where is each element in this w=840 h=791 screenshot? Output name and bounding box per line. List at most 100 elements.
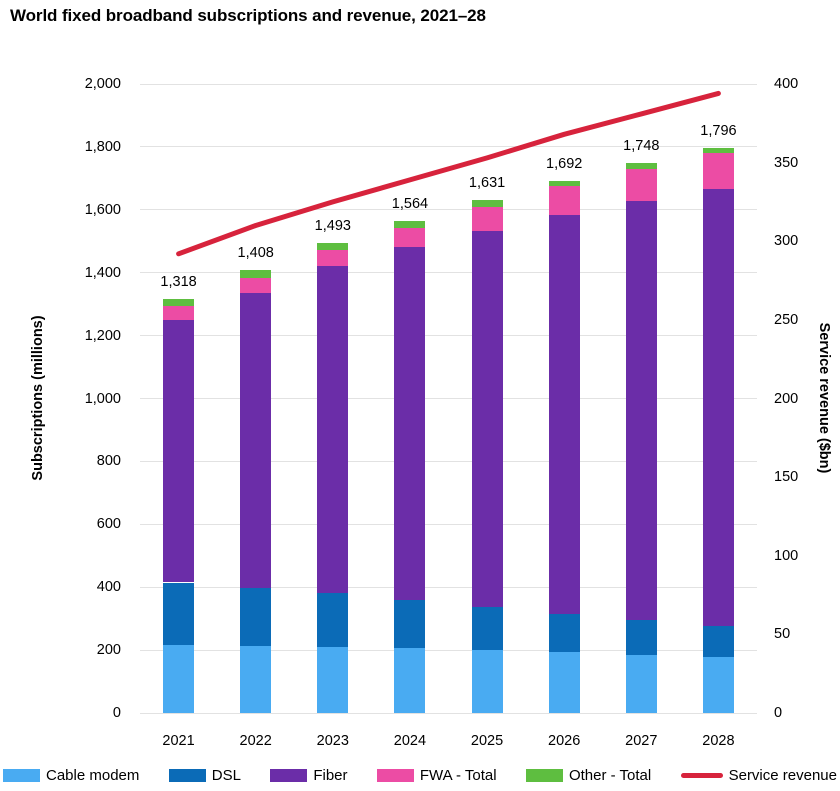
y-axis-tick-right: 300: [774, 233, 799, 250]
y-axis-tick-left: 1,000: [84, 390, 121, 407]
bar-segment-cable-modem-2022: [240, 645, 272, 713]
legend-label: Cable modem: [46, 766, 140, 784]
y-axis-tick-right: 350: [774, 154, 799, 171]
bar-segment-fiber-2024: [394, 247, 426, 601]
y-axis-tick-right: 50: [774, 626, 791, 643]
legend-swatch-cable-modem-icon: [3, 768, 40, 782]
bar-total-label: 1,318: [160, 273, 197, 290]
bar-segment-cable-modem-2023: [317, 646, 349, 713]
bar-segment-dsl-2028: [702, 626, 734, 658]
legend-swatch-fwa-total-icon: [376, 768, 414, 782]
bar-segment-fwa-total-2025: [471, 207, 503, 231]
legend-swatch-service-revenue-line-icon: [680, 772, 723, 778]
bar-segment-cable-modem-2028: [702, 657, 734, 713]
legend-swatch-dsl-icon: [168, 768, 206, 782]
bar-segment-fiber-2028: [702, 189, 734, 627]
legend-label: FWA - Total: [419, 766, 497, 784]
y-axis-tick-right: 250: [774, 311, 799, 328]
y-axis-tick-left: 200: [96, 642, 121, 659]
bar-segment-dsl-2027: [625, 620, 657, 656]
bar-segment-fwa-total-2027: [625, 168, 657, 202]
chart-title: World fixed broadband subscriptions and …: [10, 6, 486, 25]
bar-total-label: 1,493: [314, 218, 351, 235]
x-axis-label: 2023: [316, 733, 349, 749]
bar-segment-other-total-2025: [471, 200, 503, 208]
bar-segment-fiber-2026: [548, 214, 580, 614]
bar-segment-dsl-2025: [471, 607, 503, 650]
legend-item-other-total: Other - Total: [525, 767, 651, 784]
x-axis-label: 2027: [625, 733, 658, 749]
bar-segment-cable-modem-2027: [625, 655, 657, 713]
legend-swatch-fiber-icon: [270, 768, 308, 782]
bar-segment-cable-modem-2026: [548, 651, 580, 713]
x-axis-label: 2022: [239, 733, 272, 749]
grid-line: [140, 586, 757, 588]
bar-segment-fwa-total-2026: [548, 185, 580, 215]
y-axis-tick-left: 0: [112, 705, 121, 721]
grid-line: [140, 335, 757, 337]
x-axis-label: 2028: [702, 733, 735, 749]
bar-segment-dsl-2026: [548, 613, 580, 652]
bar-segment-dsl-2021: [163, 582, 195, 646]
bar-total-label: 1,748: [623, 138, 660, 155]
bar-segment-other-total-2021: [163, 298, 195, 306]
bar-segment-other-total-2028: [702, 148, 734, 154]
bar-segment-other-total-2024: [394, 221, 426, 228]
bar-segment-fiber-2025: [471, 230, 503, 608]
y-axis-tick-left: 1,200: [84, 327, 121, 344]
y-axis-tick-left: 1,800: [84, 138, 121, 155]
legend-label: Service revenue: [728, 766, 837, 784]
legend-item-fwa-total: FWA - Total: [376, 766, 497, 784]
y-axis-tick-right: 400: [774, 76, 799, 92]
plot-area: 1,318 1,408 1,493 1,564 1,631 1,692 1,748 1,796: [140, 83, 757, 714]
legend-label: Fiber: [313, 766, 348, 784]
x-axis-label: 2025: [470, 733, 504, 749]
bar-segment-dsl-2024: [394, 600, 426, 648]
bar-segment-fwa-total-2024: [394, 227, 426, 248]
y-axis-tick-right: 150: [774, 469, 799, 486]
bar-segment-fiber-2021: [163, 319, 195, 583]
y-axis-tick-left: 2,000: [84, 76, 121, 92]
x-axis-label: 2021: [162, 733, 195, 749]
bar-total-label: 1,796: [700, 123, 737, 140]
bar-segment-cable-modem-2021: [163, 645, 195, 713]
y-axis-tick-right: 200: [774, 390, 799, 407]
legend-swatch-other-total-icon: [525, 768, 563, 782]
grid-line: [140, 523, 757, 525]
bar-segment-other-total-2023: [317, 243, 349, 251]
bar-total-label: 1,692: [546, 155, 583, 172]
bar-segment-other-total-2022: [240, 270, 272, 278]
bar-segment-dsl-2022: [240, 588, 272, 646]
y-axis-tick-right: 100: [774, 547, 799, 564]
legend-item-cable-modem: Cable modem: [3, 767, 139, 784]
y-axis-tick-right: 0: [774, 705, 783, 721]
bar-segment-fiber-2022: [240, 292, 272, 589]
bar-segment-fwa-total-2022: [240, 277, 272, 293]
bar-segment-cable-modem-2025: [471, 649, 503, 713]
legend-item-fiber: Fiber: [270, 766, 348, 784]
grid-line: [140, 209, 757, 211]
bar-segment-other-total-2026: [548, 180, 580, 186]
grid-line: [140, 272, 757, 274]
bar-segment-other-total-2027: [625, 163, 657, 169]
y-axis-tick-left: 1,400: [84, 264, 121, 281]
y-axis-tick-left: 1,600: [84, 201, 121, 218]
y-axis-tick-left: 400: [96, 579, 121, 596]
legend-label: DSL: [211, 766, 241, 784]
legend: Cable modem DSL Fiber FWA - Total Other - To…: [0, 764, 840, 786]
bar-segment-fwa-total-2021: [163, 305, 195, 320]
legend-item-service-revenue: Service revenue: [680, 766, 837, 784]
bar-segment-cable-modem-2024: [394, 647, 426, 713]
x-axis-label: 2026: [548, 733, 581, 749]
bar-segment-dsl-2023: [317, 593, 349, 647]
bar-total-label: 1,631: [468, 175, 506, 192]
bar-segment-fwa-total-2023: [317, 250, 349, 267]
legend-item-dsl: DSL: [168, 766, 241, 784]
bar-total-label: 1,408: [237, 245, 274, 262]
bar-segment-fwa-total-2028: [702, 153, 734, 190]
grid-line: [140, 712, 757, 714]
grid-line: [140, 83, 757, 85]
grid-line: [140, 460, 757, 462]
